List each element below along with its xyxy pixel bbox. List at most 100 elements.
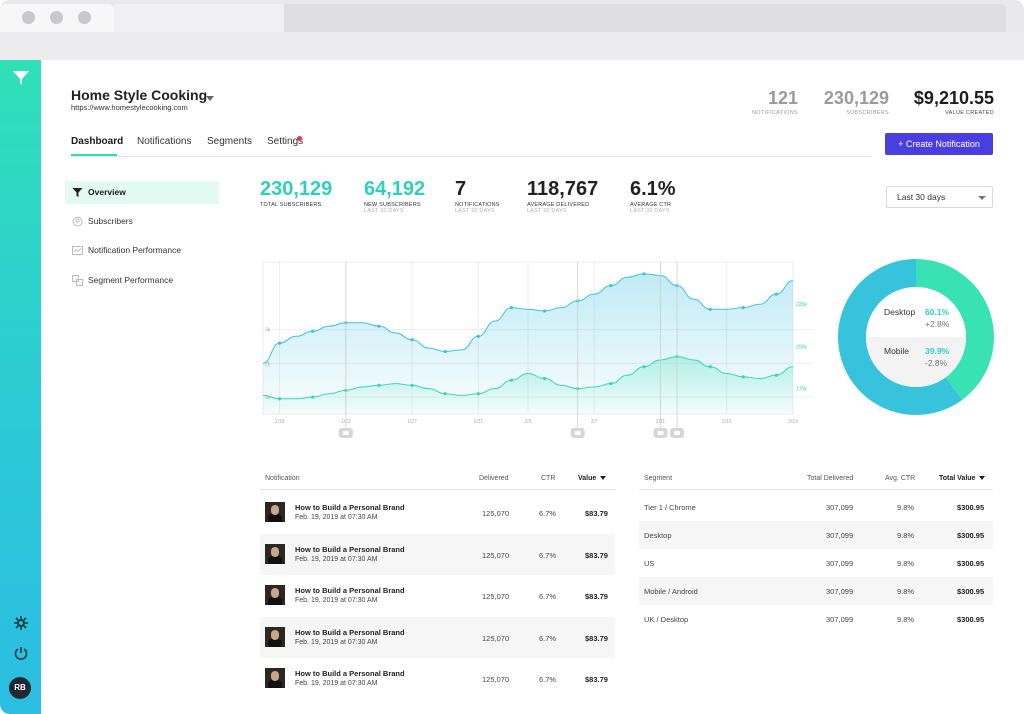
- create-notification-button[interactable]: + Create Notification: [885, 133, 993, 155]
- kpi-average-delivered: 118,767 AVERAGE DELIVERED LAST 30 DAYS: [527, 178, 598, 214]
- kpi-sublabel: LAST 30 DAYS: [527, 208, 567, 214]
- donut-slice-desktop[interactable]: [838, 259, 963, 415]
- table-header-divider: [639, 489, 993, 490]
- tab-settings[interactable]: Settings: [267, 136, 304, 147]
- author-thumbnail: [265, 668, 285, 688]
- total-delivered-cell: 307,099: [826, 531, 854, 540]
- notification-date: Feb. 19, 2019 at 07:30 AM: [295, 555, 378, 563]
- app-content: RB Home Style Cooking https://www.homest…: [0, 60, 1024, 714]
- series-1-point: [476, 334, 480, 338]
- table-row[interactable]: UK / Desktop 307,099 9.8% $300.95: [639, 605, 993, 633]
- segment-name[interactable]: US: [644, 559, 655, 568]
- delivered-cell: 125,070: [482, 675, 510, 684]
- series-1-point: [509, 306, 514, 310]
- gear-icon[interactable]: [13, 615, 29, 631]
- segment-name[interactable]: Tier 1 / Chrome: [644, 503, 696, 512]
- notification-marker-icon: [674, 431, 681, 435]
- segment-name[interactable]: UK / Desktop: [644, 615, 689, 624]
- notification-title[interactable]: How to Build a Personal Brand: [295, 503, 405, 512]
- site-url: https://www.homestylecooking.com: [71, 103, 188, 112]
- series-1-point: [311, 329, 315, 333]
- delivered-cell: 125,070: [482, 509, 510, 518]
- tab-notifications[interactable]: Notifications: [137, 136, 192, 147]
- address-bar[interactable]: [284, 4, 1006, 32]
- donut-slice-mobile[interactable]: [916, 259, 994, 400]
- notification-title[interactable]: How to Build a Personal Brand: [295, 627, 405, 637]
- table-row[interactable]: Tier 1 / Chrome 307,099 9.8% $300.95: [639, 493, 993, 521]
- donut-change-desktop: +2.8%: [925, 319, 950, 329]
- browser-tab-inactive[interactable]: [114, 4, 284, 32]
- menu-item-subscribers[interactable]: Subscribers: [65, 210, 219, 233]
- date-range-select[interactable]: Last 30 days: [886, 186, 993, 208]
- col-header-notification[interactable]: Notification: [265, 475, 300, 482]
- donut-label-desktop: Desktop: [884, 307, 916, 317]
- table-row[interactable]: Mobile / Android 307,099 9.8% $300.95: [639, 577, 993, 605]
- series-2-point: [443, 392, 447, 396]
- header-stat-value-created: $9,210.55 VALUE CREATED: [914, 88, 994, 116]
- table-row[interactable]: US 307,099 9.8% $300.95: [639, 549, 993, 577]
- chevron-down-icon[interactable]: [206, 96, 214, 101]
- kpi-average-ctr: 6.1% AVERAGE CTR LAST 30 DAYS: [630, 178, 676, 214]
- segment-name[interactable]: Desktop: [644, 531, 672, 540]
- sort-desc-icon: [600, 476, 607, 481]
- table-row[interactable]: How to Build a Personal Brand Feb. 19, 2…: [260, 492, 615, 533]
- close-window-dot[interactable]: [22, 11, 35, 24]
- power-icon[interactable]: [13, 645, 29, 661]
- col-header-segment[interactable]: Segment: [644, 475, 673, 482]
- avatar[interactable]: RB: [9, 677, 31, 699]
- segment-name[interactable]: Mobile / Android: [644, 587, 698, 596]
- series-2-point: [774, 373, 779, 377]
- total-value-cell: $300.95: [957, 559, 985, 568]
- col-header-value[interactable]: Value: [578, 475, 607, 482]
- series-1-point: [609, 284, 613, 288]
- menu-item-segment-performance[interactable]: Segment Performance: [65, 269, 219, 292]
- total-delivered-cell: 307,099: [826, 615, 854, 624]
- table-row[interactable]: How to Build a Personal Brand Feb. 19, 2…: [260, 616, 615, 658]
- funnel-logo-icon[interactable]: [12, 70, 30, 86]
- series-2-point: [741, 375, 745, 379]
- table-row[interactable]: Desktop 307,099 9.8% $300.95: [639, 521, 993, 549]
- kpi-label: AVERAGE DELIVERED: [527, 202, 590, 208]
- menu-item-overview[interactable]: Overview: [65, 181, 219, 204]
- tab-dashboard[interactable]: Dashboard: [71, 136, 124, 147]
- col-header-total-value[interactable]: Total Value: [939, 475, 986, 482]
- site-title[interactable]: Home Style Cooking: [71, 87, 208, 103]
- tab-segments[interactable]: Segments: [207, 136, 253, 147]
- ctr-cell: 6.7%: [539, 675, 557, 684]
- col-header-total-delivered[interactable]: Total Delivered: [807, 475, 854, 482]
- table-row[interactable]: How to Build a Personal Brand Feb. 19, 2…: [260, 658, 615, 699]
- value-cell: $83.79: [585, 633, 608, 643]
- menu-item-label: Overview: [88, 187, 126, 197]
- total-value-cell: $300.95: [957, 503, 985, 512]
- col-header-avg-ctr[interactable]: Avg. CTR: [885, 475, 916, 482]
- notification-performance-icon: [72, 246, 83, 255]
- series-2-point: [509, 378, 514, 382]
- maximize-window-dot[interactable]: [78, 11, 91, 24]
- value-cell: $83.79: [585, 592, 608, 601]
- notification-title[interactable]: How to Build a Personal Brand: [295, 586, 405, 595]
- table-row[interactable]: How to Build a Personal Brand Feb. 19, 2…: [260, 575, 615, 616]
- delivered-cell: 125,070: [482, 550, 510, 560]
- total-value-cell: $300.95: [957, 615, 985, 624]
- notification-title[interactable]: How to Build a Personal Brand: [295, 669, 405, 678]
- table-row[interactable]: How to Build a Personal Brand Feb. 19, 2…: [260, 533, 615, 575]
- series-1-point: [741, 306, 745, 310]
- ctr-cell: 6.7%: [539, 509, 557, 518]
- filter-icon: [72, 188, 83, 197]
- notification-title[interactable]: How to Build a Personal Brand: [295, 544, 405, 554]
- series-2-point: [642, 365, 646, 369]
- series-1-line: [262, 273, 794, 364]
- header-stat-notifications: 121 NOTIFICATIONS: [752, 88, 798, 116]
- avg-ctr-cell: 9.8%: [897, 587, 915, 596]
- menu-item-notification-performance[interactable]: Notification Performance: [65, 239, 219, 262]
- menu-item-label: Subscribers: [88, 216, 133, 226]
- kpi-label: NOTIFICATIONS: [455, 202, 500, 208]
- col-header-delivered[interactable]: Delivered: [479, 475, 509, 482]
- col-header-ctr[interactable]: CTR: [541, 475, 556, 482]
- minimize-window-dot[interactable]: [50, 11, 63, 24]
- series-2-point: [311, 395, 315, 399]
- series-1-point: [410, 338, 414, 342]
- kpi-label: NEW SUBSCRIBERS: [364, 202, 421, 208]
- date-range-value: Last 30 days: [897, 192, 946, 202]
